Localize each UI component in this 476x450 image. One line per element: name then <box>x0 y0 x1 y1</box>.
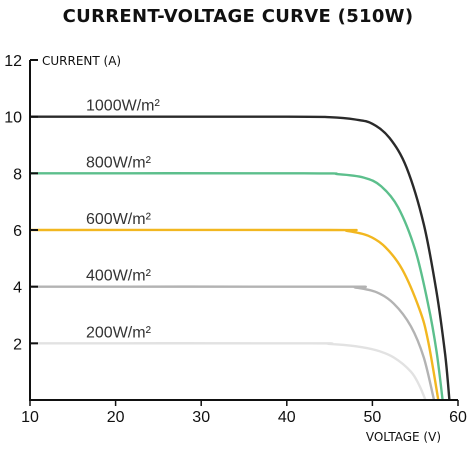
x-tick-label-2: 30 <box>192 409 210 426</box>
y-tick-label-2: 6 <box>13 223 22 240</box>
series-line-2 <box>29 228 440 401</box>
y-tick-label-0: 2 <box>13 336 22 353</box>
series-label-2: 600W/m² <box>86 211 152 228</box>
series-label-0: 1000W/m² <box>86 98 160 115</box>
x-tick-label-3: 40 <box>278 409 296 426</box>
series-line-1 <box>29 172 444 401</box>
y-tick-label-5: 12 <box>4 53 22 70</box>
series-label-3: 400W/m² <box>86 268 152 285</box>
series-label-1: 800W/m² <box>86 154 152 171</box>
series-line-0 <box>29 115 451 401</box>
y-tick-label-1: 4 <box>13 280 22 297</box>
series-line-3 <box>29 285 436 401</box>
chart-title: CURRENT-VOLTAGE CURVE (510W) <box>62 6 414 27</box>
series-label-4: 200W/m² <box>86 324 152 341</box>
y-tick-label-3: 8 <box>13 166 22 183</box>
series-line-4 <box>29 342 427 401</box>
x-tick-label-4: 50 <box>364 409 382 426</box>
x-tick-label-1: 20 <box>107 409 125 426</box>
x-axis-label: VOLTAGE (V) <box>366 430 441 444</box>
x-tick-label-5: 60 <box>449 409 467 426</box>
y-tick-label-4: 10 <box>4 110 22 127</box>
y-axis-label: CURRENT (A) <box>42 54 121 68</box>
x-tick-label-0: 10 <box>21 409 39 426</box>
